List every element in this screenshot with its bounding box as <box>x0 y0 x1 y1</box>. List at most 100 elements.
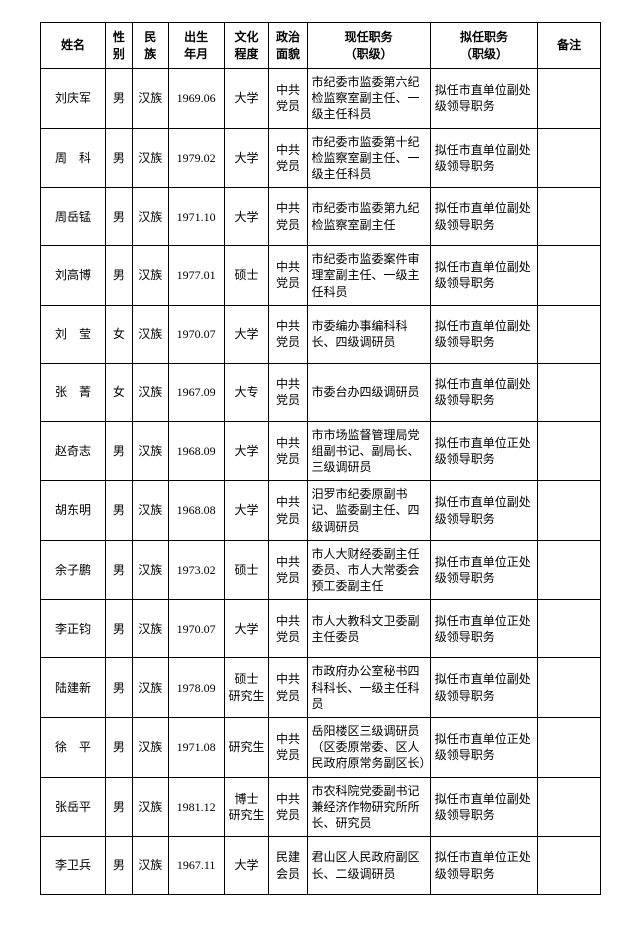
cell-name: 刘高博 <box>41 246 106 306</box>
col-header-ethnic: 民族 <box>132 23 168 69</box>
cell-remark <box>538 837 601 895</box>
cell-remark <box>538 600 601 658</box>
cell-gender: 女 <box>105 363 132 421</box>
cell-proposed: 拟任市直单位正处级领导职务 <box>430 421 538 481</box>
cell-ethnic: 汉族 <box>132 246 168 306</box>
cell-name: 张岳平 <box>41 777 106 837</box>
cell-polit: 中共党员 <box>269 540 307 600</box>
cell-edu: 大学 <box>224 305 269 363</box>
cell-edu: 研究生 <box>224 717 269 777</box>
cell-current: 市委编办事编科科长、四级调研员 <box>307 305 430 363</box>
cell-proposed: 拟任市直单位正处级领导职务 <box>430 837 538 895</box>
table-row: 刘高博男汉族1977.01硕士中共党员市纪委市监委案件审理室副主任、一级主任科员… <box>41 246 601 306</box>
cell-current: 市纪委市监委第九纪检监察室副主任 <box>307 188 430 246</box>
cell-edu: 大专 <box>224 363 269 421</box>
cell-polit: 中共党员 <box>269 305 307 363</box>
cell-current: 君山区人民政府副区长、二级调研员 <box>307 837 430 895</box>
cell-remark <box>538 128 601 188</box>
cell-proposed: 拟任市直单位副处级领导职务 <box>430 246 538 306</box>
cell-proposed: 拟任市直单位副处级领导职务 <box>430 69 538 129</box>
cell-birth: 1978.09 <box>168 658 224 718</box>
cell-polit: 中共党员 <box>269 481 307 541</box>
cell-birth: 1971.08 <box>168 717 224 777</box>
cell-gender: 男 <box>105 600 132 658</box>
cell-current: 岳阳楼区三级调研员（区委原常委、区人民政府原常务副区长） <box>307 717 430 777</box>
cell-name: 刘 莹 <box>41 305 106 363</box>
cell-gender: 男 <box>105 481 132 541</box>
cell-gender: 男 <box>105 188 132 246</box>
cell-polit: 中共党员 <box>269 363 307 421</box>
cell-remark <box>538 363 601 421</box>
cell-edu: 大学 <box>224 421 269 481</box>
cell-gender: 男 <box>105 246 132 306</box>
cell-polit: 中共党员 <box>269 246 307 306</box>
cell-edu: 大学 <box>224 128 269 188</box>
cell-remark <box>538 69 601 129</box>
cell-polit: 民建会员 <box>269 837 307 895</box>
cell-gender: 男 <box>105 421 132 481</box>
cell-ethnic: 汉族 <box>132 837 168 895</box>
cell-remark <box>538 540 601 600</box>
page: 姓名性别民族出生年月文化程度政治面貌现任职务（职级）拟任职务（职级）备注 刘庆军… <box>0 0 641 925</box>
cell-birth: 1968.09 <box>168 421 224 481</box>
cell-gender: 男 <box>105 777 132 837</box>
cell-edu: 硕士研究生 <box>224 658 269 718</box>
table-row: 刘庆军男汉族1969.06大学中共党员市纪委市监委第六纪检监察室副主任、一级主任… <box>41 69 601 129</box>
cell-polit: 中共党员 <box>269 128 307 188</box>
table-row: 周 科男汉族1979.02大学中共党员市纪委市监委第十纪检监察室副主任、一级主任… <box>41 128 601 188</box>
cell-name: 陆建新 <box>41 658 106 718</box>
cell-birth: 1968.08 <box>168 481 224 541</box>
table-header-row: 姓名性别民族出生年月文化程度政治面貌现任职务（职级）拟任职务（职级）备注 <box>41 23 601 69</box>
col-header-gender: 性别 <box>105 23 132 69</box>
cell-proposed: 拟任市直单位正处级领导职务 <box>430 717 538 777</box>
cell-current: 市委台办四级调研员 <box>307 363 430 421</box>
cell-current: 市纪委市监委第六纪检监察室副主任、一级主任科员 <box>307 69 430 129</box>
cell-polit: 中共党员 <box>269 777 307 837</box>
cell-ethnic: 汉族 <box>132 69 168 129</box>
table-row: 胡东明男汉族1968.08大学中共党员汨罗市纪委原副书记、监委副主任、四级调研员… <box>41 481 601 541</box>
cell-polit: 中共党员 <box>269 188 307 246</box>
table-row: 赵奇志男汉族1968.09大学中共党员市市场监督管理局党组副书记、副局长、三级调… <box>41 421 601 481</box>
cell-current: 市纪委市监委第十纪检监察室副主任、一级主任科员 <box>307 128 430 188</box>
cell-name: 余子鹏 <box>41 540 106 600</box>
cell-current: 市人大财经委副主任委员、市人大常委会预工委副主任 <box>307 540 430 600</box>
cell-polit: 中共党员 <box>269 717 307 777</box>
cell-birth: 1981.12 <box>168 777 224 837</box>
cell-name: 刘庆军 <box>41 69 106 129</box>
cell-current: 市纪委市监委案件审理室副主任、一级主任科员 <box>307 246 430 306</box>
cell-birth: 1967.11 <box>168 837 224 895</box>
cell-remark <box>538 717 601 777</box>
cell-name: 李正钧 <box>41 600 106 658</box>
cell-current: 市市场监督管理局党组副书记、副局长、三级调研员 <box>307 421 430 481</box>
col-header-birth: 出生年月 <box>168 23 224 69</box>
cell-remark <box>538 481 601 541</box>
cell-edu: 大学 <box>224 481 269 541</box>
table-row: 余子鹏男汉族1973.02硕士中共党员市人大财经委副主任委员、市人大常委会预工委… <box>41 540 601 600</box>
cell-remark <box>538 777 601 837</box>
cell-current: 汨罗市纪委原副书记、监委副主任、四级调研员 <box>307 481 430 541</box>
cell-polit: 中共党员 <box>269 69 307 129</box>
cell-birth: 1970.07 <box>168 305 224 363</box>
cell-gender: 男 <box>105 128 132 188</box>
cell-edu: 大学 <box>224 69 269 129</box>
cell-name: 周岳锰 <box>41 188 106 246</box>
cell-name: 李卫兵 <box>41 837 106 895</box>
cell-current: 市农科院党委副书记兼经济作物研究所所长、研究员 <box>307 777 430 837</box>
cell-edu: 大学 <box>224 188 269 246</box>
cell-remark <box>538 188 601 246</box>
cell-remark <box>538 246 601 306</box>
cell-ethnic: 汉族 <box>132 128 168 188</box>
cell-name: 胡东明 <box>41 481 106 541</box>
table-row: 刘 莹女汉族1970.07大学中共党员市委编办事编科科长、四级调研员拟任市直单位… <box>41 305 601 363</box>
cell-ethnic: 汉族 <box>132 363 168 421</box>
cell-name: 赵奇志 <box>41 421 106 481</box>
cell-proposed: 拟任市直单位副处级领导职务 <box>430 481 538 541</box>
cell-current: 市人大教科文卫委副主任委员 <box>307 600 430 658</box>
cell-birth: 1977.01 <box>168 246 224 306</box>
cell-proposed: 拟任市直单位副处级领导职务 <box>430 658 538 718</box>
col-header-polit: 政治面貌 <box>269 23 307 69</box>
cell-edu: 大学 <box>224 837 269 895</box>
col-header-remark: 备注 <box>538 23 601 69</box>
cell-ethnic: 汉族 <box>132 421 168 481</box>
cell-polit: 中共党员 <box>269 658 307 718</box>
